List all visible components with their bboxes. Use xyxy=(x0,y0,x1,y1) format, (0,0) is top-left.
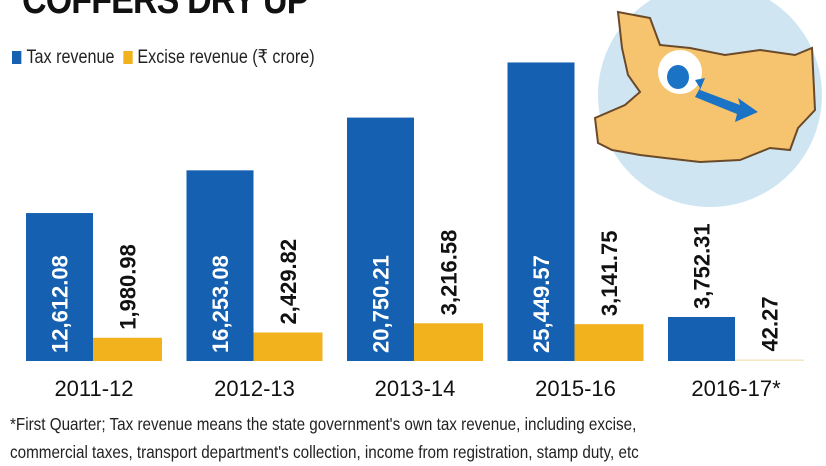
bar-tax xyxy=(507,62,575,361)
bar-excise xyxy=(735,359,804,361)
legend-swatch-excise xyxy=(122,51,133,64)
x-tick-label: 2011-12 xyxy=(54,376,133,401)
footnote-line: commercial taxes, transport department's… xyxy=(10,442,639,462)
data-label: 3,752.31 xyxy=(690,223,715,309)
legend-label-excise: Excise revenue (₹ crore) xyxy=(137,47,315,68)
legend-item-tax: Tax revenue xyxy=(12,47,114,69)
legend-item-excise: Excise revenue (₹ crore) xyxy=(122,46,315,69)
x-tick-label: 2016-17* xyxy=(691,376,781,401)
data-label: 16,253.08 xyxy=(208,255,233,353)
chart-title: COFFERS DRY UP xyxy=(22,0,309,22)
x-tick-label: 2012-13 xyxy=(214,376,295,401)
footnote-line: *First Quarter; Tax revenue means the st… xyxy=(10,414,637,434)
data-label: 20,750.21 xyxy=(369,255,394,353)
bar-excise xyxy=(93,337,162,361)
bar-tax xyxy=(186,170,254,361)
data-label: 12,612.08 xyxy=(48,255,73,353)
bar-excise xyxy=(253,332,323,361)
bar-excise xyxy=(574,324,644,361)
legend-swatch-tax xyxy=(12,51,22,64)
legend: Tax revenue Excise revenue (₹ crore) xyxy=(12,46,323,69)
data-label: 25,449.57 xyxy=(529,255,554,353)
bar-tax xyxy=(668,316,735,361)
bihar-map-money-bag-down-arrow-icon xyxy=(593,0,822,207)
data-label: 1,980.98 xyxy=(116,244,141,330)
data-label: 42.27 xyxy=(758,296,783,351)
legend-label-tax: Tax revenue xyxy=(26,46,115,68)
data-label: 3,141.75 xyxy=(597,231,622,317)
bar-excise xyxy=(414,323,483,361)
x-tick-label: 2013-14 xyxy=(375,376,456,401)
bar-tax xyxy=(26,213,93,361)
data-label: 3,216.58 xyxy=(437,230,462,316)
footnote: *First Quarter; Tax revenue means the st… xyxy=(10,410,639,466)
x-tick-label: 2015-16 xyxy=(535,376,616,401)
data-label: 2,429.82 xyxy=(276,239,301,325)
bar-tax xyxy=(347,117,414,361)
